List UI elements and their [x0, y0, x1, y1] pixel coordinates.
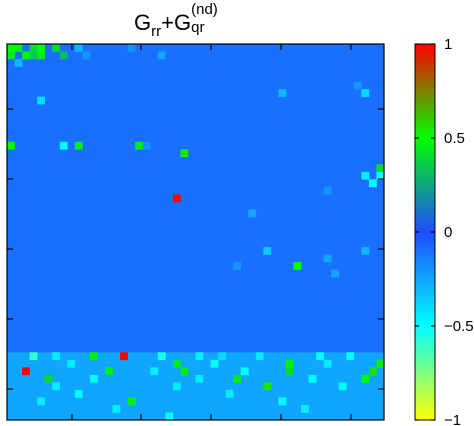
heatmap-cell	[37, 44, 45, 52]
chart-title: Grr+G (nd) qr	[134, 2, 221, 39]
heatmap-cell	[361, 171, 370, 180]
heatmap-cell	[29, 44, 38, 52]
heatmap-cell	[195, 352, 204, 361]
colorbar-tick-label: 1	[444, 36, 452, 53]
heatmap-cell	[74, 44, 83, 52]
heatmap-cell	[248, 209, 257, 218]
heatmap-cell	[52, 44, 61, 52]
title-g2: G	[173, 10, 192, 35]
plot-frame	[6, 43, 385, 421]
heatmap-cell	[52, 382, 61, 391]
heatmap-cell	[323, 359, 332, 368]
plot-ticks	[7, 44, 384, 420]
heatmap-cell	[89, 352, 98, 361]
heatmap-cell	[263, 382, 272, 391]
heatmap-cell	[376, 171, 385, 180]
heatmap-cell	[127, 44, 136, 52]
title-script-stack: (nd) qr	[191, 2, 221, 35]
heatmap-cell	[301, 404, 309, 413]
colorbar-tick-label: 0.5	[444, 130, 465, 147]
heatmap-cell	[316, 352, 324, 361]
heatmap-cell	[74, 389, 83, 398]
heatmap-cell	[308, 374, 317, 383]
heatmap-cell	[240, 367, 249, 376]
heatmap-cell	[346, 352, 355, 361]
heatmap-cell	[7, 51, 15, 60]
heatmap-cell	[59, 141, 68, 150]
heatmap-cell	[195, 374, 204, 383]
heatmap-cell	[37, 397, 45, 406]
colorbar-tick-label: 0	[444, 224, 452, 241]
heatmap-cell	[180, 367, 189, 376]
heatmap-cell	[233, 262, 242, 270]
heatmap-cell	[218, 352, 226, 361]
heatmap-cell	[233, 374, 242, 383]
heatmap-cell	[361, 247, 370, 255]
colorbar-tick-label: −0.5	[444, 318, 474, 335]
heatmap-cell	[278, 397, 287, 406]
heatmap-cell	[135, 141, 144, 150]
heatmap-cell	[165, 412, 174, 421]
heatmap-cell	[225, 389, 234, 398]
heatmap-cell	[37, 96, 45, 105]
title-g1: G	[134, 10, 152, 35]
heatmap-cell	[285, 359, 294, 368]
heatmap-cell	[180, 149, 189, 158]
heatmap-cell	[67, 359, 76, 368]
heatmap-cell	[331, 269, 340, 278]
heatmap-cell	[44, 374, 53, 383]
title-sup2: (nd)	[191, 1, 218, 18]
heatmap-cell	[105, 367, 113, 376]
colorbar-ticks: 1 0.5 0 −0.5 −1	[415, 36, 474, 426]
heatmap-cell	[361, 374, 370, 383]
heatmap-cell	[278, 89, 287, 97]
heatmap-cell	[172, 382, 181, 391]
heatmap-cell	[157, 51, 166, 60]
heatmap-cell	[7, 141, 15, 150]
heatmap-cell	[74, 141, 83, 150]
heatmap-cell	[52, 352, 61, 361]
heatmap-cell	[210, 359, 219, 368]
heatmap-cell	[22, 367, 30, 376]
heatmap-cell	[29, 352, 38, 361]
heatmap-cell	[120, 352, 128, 361]
heatmap-cell	[59, 51, 68, 60]
heatmap-cell	[142, 141, 151, 150]
heatmap-cell	[150, 367, 159, 376]
heatmap-cell	[157, 352, 166, 361]
title-sub1: rr	[151, 23, 162, 40]
heatmap-cell	[14, 59, 23, 67]
heatmap-cell	[82, 51, 91, 60]
heatmap-cell	[37, 51, 45, 60]
heatmap-cell	[353, 81, 362, 90]
heatmap-cell	[7, 44, 15, 52]
heatmap-cell	[368, 179, 377, 188]
heatmap-cell	[14, 44, 23, 52]
heatmap-cell	[172, 194, 181, 203]
heatmap-cells	[7, 44, 385, 421]
chart-title-wrap: Grr+G (nd) qr	[0, 2, 474, 42]
heatmap-cell	[376, 359, 385, 368]
heatmap-cell	[285, 367, 294, 376]
heatmap-cell	[22, 51, 30, 60]
heatmap-cell	[376, 164, 385, 173]
title-sub2: qr	[191, 19, 205, 36]
heatmap-cell	[361, 89, 370, 97]
heatmap-cell	[338, 382, 347, 391]
title-plus: +	[161, 10, 174, 35]
heatmap-cell	[112, 404, 121, 413]
heatmap-cell	[323, 254, 332, 263]
heatmap-cell	[368, 367, 377, 376]
heatmap-cell	[255, 352, 264, 361]
heatmap-cell	[29, 51, 38, 60]
colorbar-tick-label: −1	[444, 412, 461, 426]
heatmap-cell	[263, 247, 272, 255]
heatmap-cell	[127, 397, 136, 406]
heatmap-cell	[293, 262, 302, 270]
heatmap-cell	[323, 186, 332, 195]
heatmap-cell	[172, 359, 181, 368]
heatmap-cell	[89, 374, 98, 383]
